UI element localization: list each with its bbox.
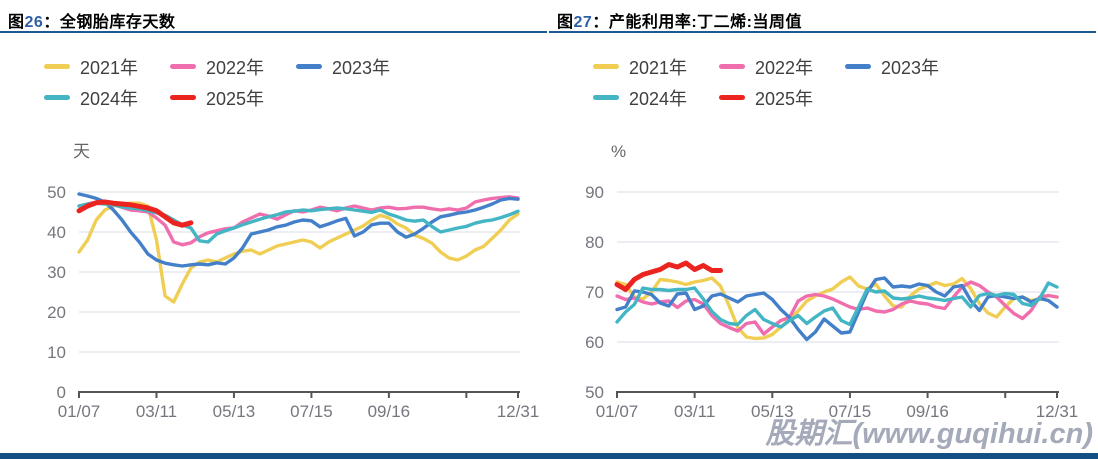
capacity-utilization-chart: % 50 60 70 80 90 01/07 03/11 05/13 07/15 09/16 12/3…	[585, 142, 1079, 421]
x-tick-label: 12/31	[497, 402, 540, 421]
legend-item: 2025年	[719, 85, 845, 111]
watermark: 股期汇(www.guqihui.cn)	[765, 418, 1093, 450]
legend-label: 2025年	[755, 88, 814, 109]
legend-swatch	[170, 64, 196, 69]
y-tick-label: 40	[47, 223, 66, 242]
legend-swatch	[44, 64, 70, 69]
legend-item: 2023年	[845, 54, 971, 80]
legend-swatch	[719, 64, 745, 69]
chart-panel-utilization: 图27：产能利用率:丁二烯:当周值 2021年 2022年 2023年 2024年 20…	[549, 0, 1098, 459]
y-tick-label: 60	[585, 333, 604, 352]
legend-row: 2024年 2025年	[593, 82, 1098, 113]
chart-title-text: 产能利用率:丁二烯:当周值	[608, 14, 802, 31]
legend-item: 2023年	[296, 54, 422, 80]
y-tick-label: 70	[585, 283, 604, 302]
legend-item: 2022年	[170, 54, 296, 80]
legend-swatch	[593, 64, 619, 69]
x-tick-label: 07/15	[829, 402, 872, 421]
y-tick-label: 10	[47, 343, 66, 362]
legend: 2021年 2022年 2023年 2024年 2025年	[593, 51, 1098, 113]
x-tick-label: 01/07	[596, 402, 639, 421]
y-tick-label: 90	[585, 183, 604, 202]
figure-prefix: 图	[8, 14, 25, 31]
series-line-2021年	[615, 275, 1059, 341]
legend: 2021年 2022年 2023年 2024年 2025年	[44, 51, 549, 113]
legend-item: 2025年	[170, 85, 296, 111]
y-tick-label: 0	[57, 383, 66, 402]
legend-label: 2023年	[332, 57, 391, 78]
x-tick-label: 09/16	[368, 402, 411, 421]
legend-label: 2021年	[80, 57, 139, 78]
chart-title-text: 全钢胎库存天数	[59, 14, 176, 31]
figure-colon: ：	[592, 14, 609, 31]
series-line-2024年	[615, 281, 1059, 329]
legend-item: 2021年	[44, 54, 170, 80]
chart-panel-inventory: 图26：全钢胎库存天数 2021年 2022年 2023年 2024年 2025年 天 0…	[0, 8, 549, 421]
x-tick-label: 03/11	[136, 402, 177, 421]
series-line-2023年	[615, 276, 1059, 342]
legend-row: 2024年 2025年	[44, 82, 549, 113]
legend-swatch	[296, 64, 322, 69]
x-tick-label: 07/15	[290, 402, 333, 421]
y-axis-unit: 天	[73, 142, 90, 161]
legend-swatch	[170, 95, 196, 100]
legend-item: 2022年	[719, 54, 845, 80]
y-tick-label: 80	[585, 233, 604, 252]
figure-number: 26	[24, 14, 44, 31]
x-tick-label: 03/11	[674, 402, 715, 421]
legend-row: 2021年 2022年 2023年	[44, 51, 549, 82]
legend-label: 2022年	[206, 57, 265, 78]
figure-colon: ：	[43, 14, 60, 31]
y-tick-label: 30	[47, 263, 66, 282]
figure-prefix: 图	[557, 14, 574, 31]
y-tick-label: 50	[585, 383, 604, 402]
footer-bar	[0, 453, 1098, 459]
x-tick-label: 09/16	[906, 402, 949, 421]
legend-label: 2023年	[881, 57, 940, 78]
legend-item: 2024年	[44, 85, 170, 111]
chart-title: 图27：产能利用率:丁二烯:当周值	[557, 8, 1090, 31]
x-tick-label: 12/31	[1036, 402, 1079, 421]
y-axis-unit: %	[611, 142, 626, 161]
legend-label: 2022年	[755, 57, 814, 78]
series-line-2021年	[77, 201, 520, 304]
y-tick-label: 20	[47, 303, 66, 322]
legend-swatch	[44, 95, 70, 100]
legend-label: 2021年	[629, 57, 688, 78]
figure-number: 27	[573, 14, 593, 31]
series-line-2025年	[76, 199, 194, 228]
x-tick-label: 05/13	[213, 402, 256, 421]
legend-row: 2021年 2022年 2023年	[593, 51, 1098, 82]
legend-swatch	[593, 95, 619, 100]
legend-label: 2024年	[629, 88, 688, 109]
title-underline	[549, 31, 1096, 33]
x-tick-label: 05/13	[751, 402, 794, 421]
title-underline	[0, 31, 547, 33]
legend-label: 2025年	[206, 88, 265, 109]
legend-swatch	[719, 95, 745, 100]
legend-item: 2024年	[593, 85, 719, 111]
inventory-days-chart: 天 0 10 20 30 40 50 01/07 03/11 05/13 07/15 09/16 12/…	[47, 142, 540, 421]
legend-swatch	[845, 64, 871, 69]
series-line-2025年	[614, 260, 723, 292]
legend-item: 2021年	[593, 54, 719, 80]
chart-title: 图26：全钢胎库存天数	[8, 8, 541, 31]
series-line-2023年	[77, 192, 520, 268]
legend-label: 2024年	[80, 88, 139, 109]
y-tick-label: 50	[47, 183, 66, 202]
x-tick-label: 01/07	[58, 402, 101, 421]
